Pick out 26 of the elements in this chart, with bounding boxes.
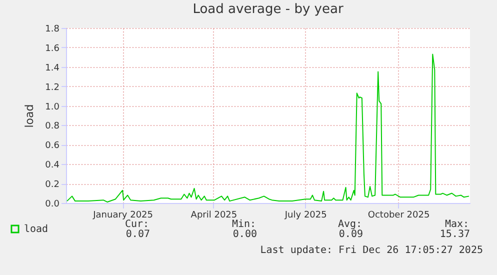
- text: Last update: Fri Dec 26 17:05:27 2025: [260, 245, 483, 256]
- text: Max:: [445, 219, 470, 230]
- y-tick-label: 1.4: [45, 63, 60, 74]
- y-tick-label: 1.6: [45, 44, 60, 54]
- text: 0.07: [126, 229, 150, 240]
- y-tick-label: 0.0: [45, 200, 60, 210]
- text: Min:: [232, 219, 256, 230]
- y-tick-label: 1.8: [45, 24, 60, 34]
- x-tick-label: October 2025: [368, 210, 430, 220]
- chart-title: Load average - by year: [192, 2, 344, 17]
- x-tick-label: January 2025: [92, 210, 154, 220]
- y-tick-label: 0.4: [45, 160, 60, 171]
- y-tick-label: 0.2: [45, 180, 60, 190]
- text: Avg:: [338, 219, 362, 230]
- x-tick-label: April 2025: [190, 210, 238, 220]
- y-axis-title: load: [23, 104, 36, 128]
- y-tick-label: 1.2: [45, 82, 60, 93]
- y-tick-label: 0.8: [45, 122, 60, 132]
- legend-label: load: [24, 224, 48, 235]
- text: 15.37: [440, 229, 470, 240]
- y-tick-label: 0.6: [45, 141, 60, 152]
- text: 0.00: [232, 229, 257, 240]
- text: Cur:: [125, 219, 150, 230]
- y-tick-label: 1.0: [45, 102, 60, 112]
- text: 0.09: [338, 229, 363, 240]
- x-tick-label: July 2025: [284, 210, 327, 220]
